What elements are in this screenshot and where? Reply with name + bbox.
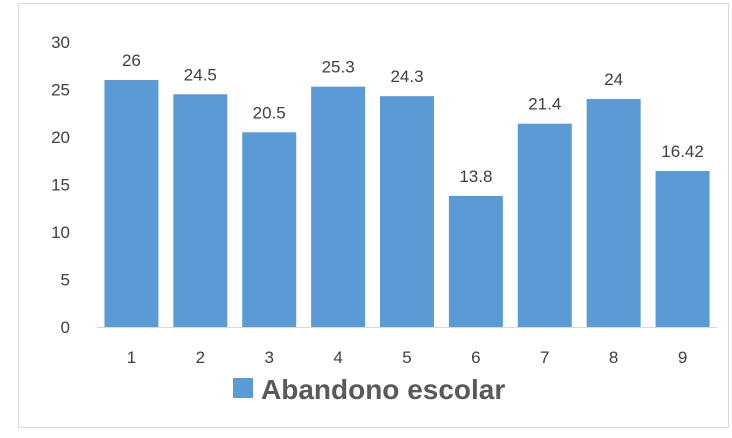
bar [586,99,641,327]
bar [104,80,159,327]
y-tick-label: 20 [51,128,70,147]
data-label: 25.3 [322,58,355,77]
bar [448,195,503,327]
y-tick-label: 30 [51,33,70,52]
x-tick-label: 4 [333,348,342,367]
data-label: 16.42 [661,142,704,161]
y-tick-label: 0 [61,318,70,337]
bar [242,132,297,327]
data-label: 24.3 [390,67,423,86]
x-tick-label: 7 [540,348,549,367]
y-tick-label: 5 [61,271,70,290]
x-tick-label: 9 [678,348,687,367]
data-label: 26 [122,51,141,70]
y-tick-label: 25 [51,81,70,100]
bar [380,96,434,328]
data-label: 21.4 [528,95,561,114]
data-labels: 26 24.5 20.5 25.3 24.3 13.8 21.4 24 16.42 [122,51,704,186]
data-label: 24.5 [184,65,217,84]
x-tick-label: 6 [471,348,480,367]
legend: Abandono escolar [233,374,505,405]
data-label: 20.5 [253,103,286,122]
bar [517,123,572,327]
bar [173,94,228,327]
x-axis-ticks: 1 2 3 4 5 6 7 8 9 [127,348,688,367]
bar [311,86,366,328]
bar [655,171,710,327]
x-tick-label: 1 [127,348,136,367]
data-label: 24 [604,70,623,89]
bars [104,80,710,328]
data-label: 13.8 [459,167,492,186]
x-tick-label: 3 [264,348,273,367]
y-tick-label: 10 [51,223,70,242]
x-tick-label: 5 [402,348,411,367]
legend-swatch [233,378,253,398]
y-axis-ticks: 0 5 10 15 20 25 30 [51,33,70,337]
y-tick-label: 15 [51,176,70,195]
x-tick-label: 2 [196,348,205,367]
x-tick-label: 8 [609,348,618,367]
legend-label: Abandono escolar [261,374,505,405]
